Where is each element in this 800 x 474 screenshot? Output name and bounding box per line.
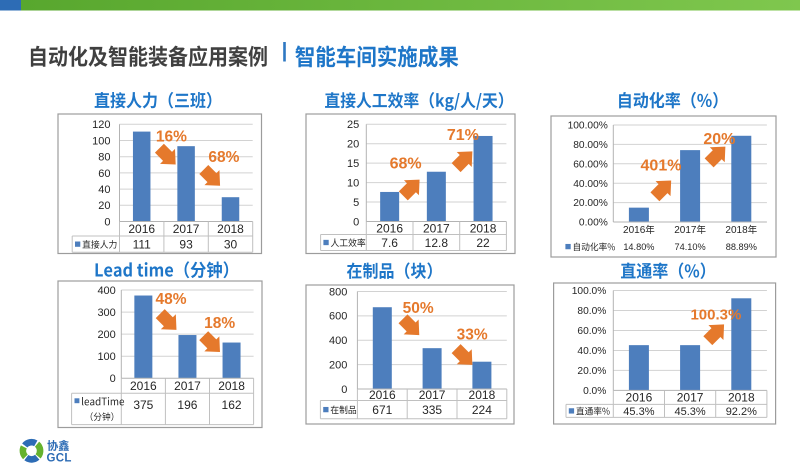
svg-text:200: 200 (329, 359, 347, 371)
svg-text:600: 600 (329, 311, 347, 323)
svg-text:33%: 33% (457, 327, 488, 344)
svg-text:0.0%: 0.0% (583, 386, 606, 397)
svg-text:93: 93 (179, 237, 193, 251)
svg-text:14.80%: 14.80% (623, 242, 654, 252)
svg-text:100.0%: 100.0% (572, 286, 607, 297)
svg-text:0: 0 (341, 384, 347, 396)
svg-text:2018: 2018 (469, 388, 496, 402)
svg-text:GCL: GCL (47, 453, 72, 465)
svg-text:2018: 2018 (728, 391, 755, 405)
svg-text:7.6: 7.6 (381, 236, 398, 250)
svg-text:68%: 68% (208, 149, 239, 166)
svg-text:224: 224 (472, 403, 492, 417)
svg-text:2017: 2017 (423, 221, 450, 235)
svg-text:300: 300 (97, 307, 115, 319)
svg-text:335: 335 (422, 403, 442, 417)
svg-text:20: 20 (347, 139, 359, 151)
svg-text:400: 400 (97, 285, 115, 297)
svg-text:2018: 2018 (217, 222, 244, 236)
svg-text:111: 111 (133, 237, 152, 251)
svg-text:20: 20 (98, 200, 110, 212)
svg-text:100: 100 (92, 135, 110, 147)
svg-text:162: 162 (222, 398, 242, 412)
svg-text:5: 5 (353, 197, 359, 209)
svg-text:45.3%: 45.3% (674, 406, 705, 418)
svg-text:20%: 20% (703, 131, 735, 148)
svg-text:120: 120 (92, 119, 110, 131)
svg-text:2017: 2017 (173, 222, 200, 236)
svg-text:2017: 2017 (174, 379, 201, 393)
svg-text:671: 671 (372, 403, 392, 417)
svg-text:20.00%: 20.00% (573, 198, 608, 209)
svg-text:2016: 2016 (369, 388, 396, 402)
svg-text:2016: 2016 (130, 379, 157, 393)
svg-text:25: 25 (347, 119, 359, 131)
svg-text:16%: 16% (156, 129, 187, 146)
svg-text:80: 80 (98, 152, 110, 164)
svg-text:88.89%: 88.89% (726, 242, 757, 252)
svg-text:74.10%: 74.10% (675, 242, 706, 252)
svg-text:60.00%: 60.00% (573, 159, 608, 170)
svg-text:196: 196 (177, 398, 197, 412)
svg-text:200: 200 (97, 329, 115, 341)
svg-text:68%: 68% (390, 156, 422, 173)
svg-text:22: 22 (476, 236, 490, 250)
svg-text:20.0%: 20.0% (577, 366, 606, 377)
svg-text:2016: 2016 (128, 222, 155, 236)
svg-text:2018: 2018 (725, 225, 748, 236)
svg-text:2018: 2018 (470, 221, 497, 235)
svg-text:30: 30 (224, 237, 238, 251)
svg-text:2018: 2018 (218, 379, 245, 393)
svg-text:40: 40 (98, 184, 110, 196)
svg-text:60.0%: 60.0% (577, 326, 606, 337)
svg-text:0: 0 (110, 373, 116, 385)
svg-text:2017: 2017 (674, 225, 697, 236)
svg-text:45.3%: 45.3% (623, 406, 654, 418)
svg-text:15: 15 (347, 158, 359, 170)
svg-text:92.2%: 92.2% (726, 406, 757, 418)
svg-text:50%: 50% (403, 300, 434, 317)
svg-text:12.8: 12.8 (425, 236, 449, 250)
svg-text:80.0%: 80.0% (577, 306, 606, 317)
svg-text:400: 400 (329, 335, 347, 347)
svg-text:18%: 18% (204, 315, 235, 332)
svg-text:100.3%: 100.3% (690, 307, 741, 324)
svg-text:0.00%: 0.00% (579, 218, 608, 229)
svg-text:2016: 2016 (376, 221, 403, 235)
svg-text:2016: 2016 (626, 391, 653, 405)
svg-text:60: 60 (98, 168, 110, 180)
svg-text:40.0%: 40.0% (577, 346, 606, 357)
svg-text:2017: 2017 (419, 388, 446, 402)
svg-text:40.00%: 40.00% (573, 179, 608, 190)
svg-text:80.00%: 80.00% (573, 140, 608, 151)
svg-text:100.00%: 100.00% (568, 121, 608, 132)
svg-text:401%: 401% (641, 158, 682, 175)
svg-text:2017: 2017 (677, 391, 704, 405)
svg-text:0: 0 (353, 216, 359, 228)
svg-text:375: 375 (133, 398, 153, 412)
svg-text:71%: 71% (447, 127, 479, 144)
svg-text:48%: 48% (155, 291, 186, 308)
svg-text:2016: 2016 (623, 225, 646, 236)
svg-text:100: 100 (97, 351, 115, 363)
svg-text:800: 800 (329, 286, 347, 298)
svg-text:10: 10 (347, 177, 359, 189)
svg-text:0: 0 (104, 216, 110, 228)
